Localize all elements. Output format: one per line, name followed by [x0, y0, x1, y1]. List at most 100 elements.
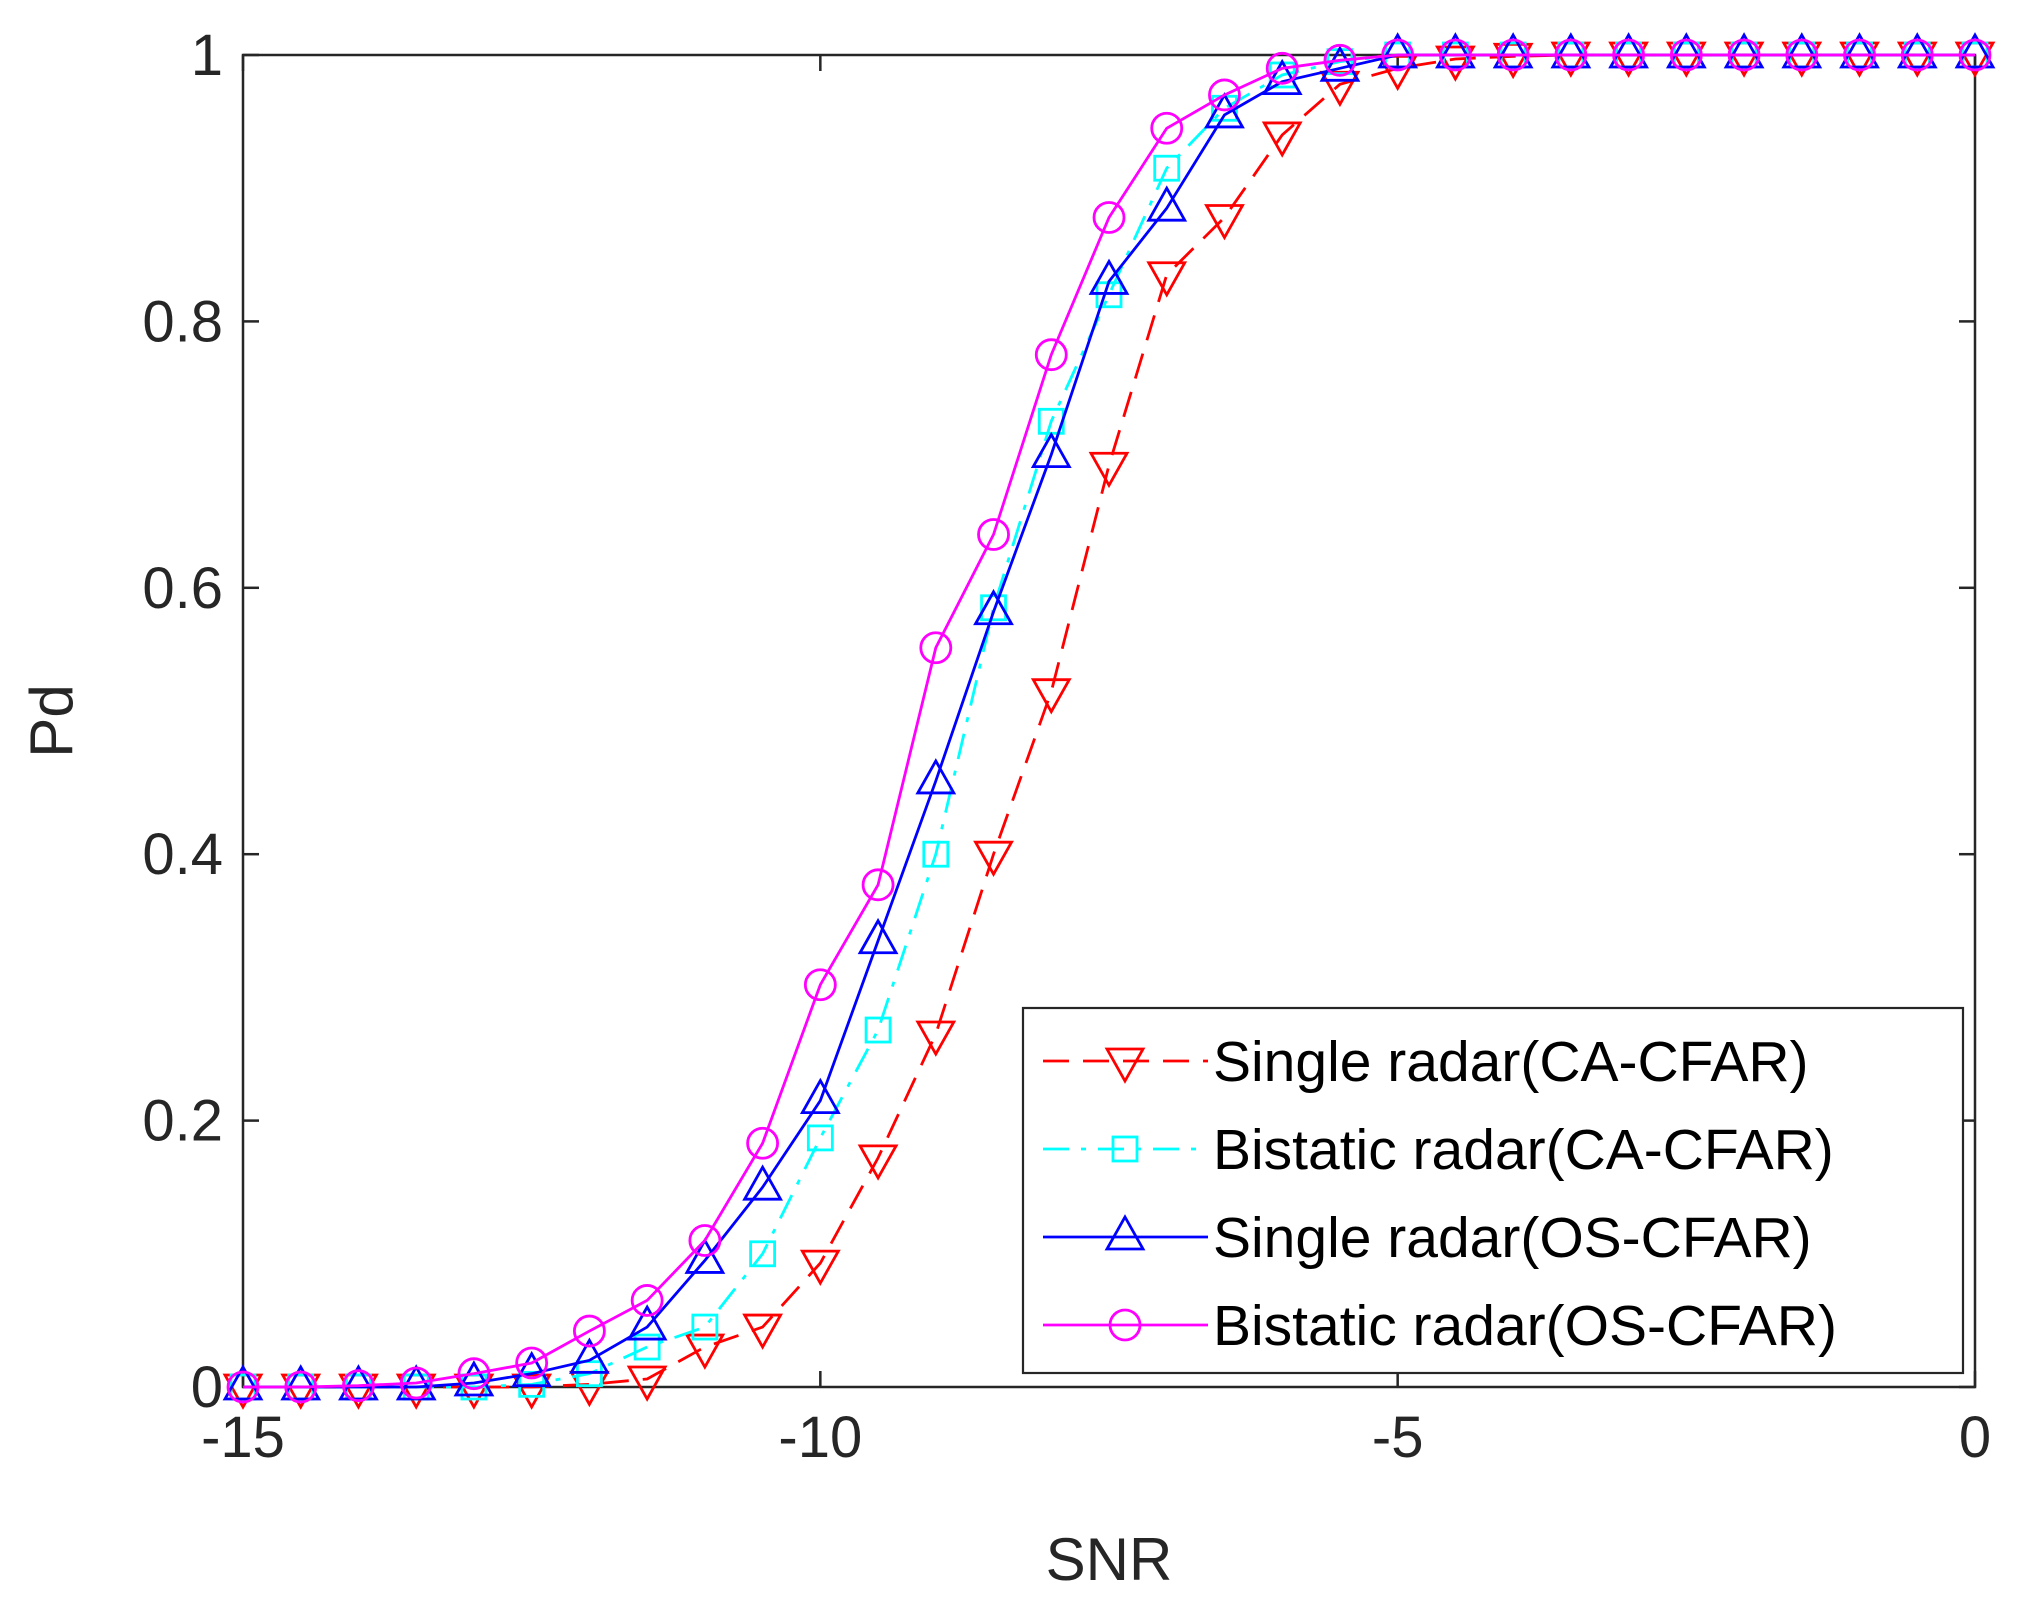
data-point [1092, 201, 1126, 234]
data-point [857, 1144, 899, 1181]
data-point [691, 1313, 719, 1341]
data-point [1377, 32, 1419, 69]
y-tick-label: 0.4 [142, 822, 223, 887]
legend-label: Bistatic radar(OS-CFAR) [1213, 1294, 1837, 1358]
legend-item: Bistatic radar(OS-CFAR) [1043, 1294, 1837, 1358]
data-point [1204, 204, 1245, 241]
data-point [457, 1357, 491, 1391]
data-point [626, 1365, 668, 1402]
data-point [742, 1313, 783, 1350]
data-point [342, 1369, 375, 1403]
y-axis-label: Pd [18, 684, 85, 757]
data-point [1958, 38, 1992, 72]
legend-marker [1104, 1214, 1146, 1251]
data-point [1204, 92, 1245, 129]
x-tick-label: -15 [201, 1405, 285, 1470]
data-point [1550, 32, 1592, 69]
data-point [399, 1366, 433, 1400]
tick-labels: -15 -10 -5 0 0 0.2 0.4 0.6 0.8 1 [142, 23, 1991, 1470]
y-tick-label: 1 [191, 23, 223, 88]
series-layer [222, 32, 1996, 1410]
data-point [1435, 45, 1476, 82]
data-point [280, 1364, 322, 1401]
series-line [243, 53, 1975, 1389]
data-point [915, 758, 957, 795]
data-point [1208, 78, 1241, 112]
data-point [1900, 38, 1934, 72]
legend: Single radar(CA-CFAR) Bistatic radar(CA-C… [1021, 1006, 1965, 1375]
data-point [453, 1360, 495, 1397]
y-tick-label: 0 [191, 1355, 223, 1420]
data-point [1261, 58, 1303, 96]
data-point [1319, 45, 1361, 82]
legend-marker [1111, 1135, 1139, 1163]
data-point [1030, 431, 1072, 469]
data-point [799, 1077, 841, 1115]
data-point [1150, 111, 1184, 145]
data-point [1146, 185, 1188, 222]
y-tick-label: 0.8 [142, 289, 223, 354]
data-point [1088, 258, 1130, 295]
data-point [511, 1350, 553, 1388]
legend-item: Single radar(OS-CFAR) [1043, 1206, 1812, 1270]
data-point [746, 1126, 779, 1160]
data-point [633, 1333, 661, 1361]
data-point [630, 1284, 664, 1317]
data-point [915, 1020, 957, 1057]
data-point [977, 518, 1010, 551]
legend-item: Bistatic radar(CA-CFAR) [1043, 1118, 1834, 1182]
data-point [919, 631, 953, 665]
data-point [1381, 38, 1415, 72]
data-point [1146, 261, 1188, 298]
data-point [226, 1370, 260, 1404]
data-point [922, 840, 950, 868]
data-point [1665, 32, 1707, 69]
x-tick-label: -5 [1372, 1405, 1424, 1470]
data-point [1781, 32, 1823, 69]
data-point [799, 1249, 841, 1286]
data-point [1492, 32, 1534, 69]
data-point [688, 1224, 722, 1257]
data-point [973, 840, 1014, 878]
data-point [1088, 451, 1130, 489]
y-tick-label: 0.6 [142, 556, 223, 621]
data-point [749, 1240, 776, 1268]
data-point [684, 1333, 726, 1370]
legend-label: Single radar(CA-CFAR) [1213, 1030, 1809, 1094]
data-point [864, 1016, 892, 1044]
legend-label: Bistatic radar(CA-CFAR) [1213, 1118, 1834, 1182]
data-point [1030, 678, 1072, 715]
data-point [980, 594, 1007, 622]
data-point [1153, 154, 1181, 182]
data-point [857, 917, 899, 955]
x-tick-label: 0 [1959, 1405, 1991, 1470]
data-point [684, 1237, 726, 1274]
data-point [742, 1164, 783, 1201]
data-point [1496, 38, 1530, 72]
x-axis-label: SNR [1046, 1526, 1173, 1593]
legend-box [1021, 1006, 1965, 1375]
x-tick-label: -10 [778, 1405, 862, 1470]
data-point [222, 1364, 264, 1401]
data-point [1785, 38, 1819, 72]
legend-marker [1108, 1308, 1142, 1342]
legend-item: Single radar(CA-CFAR) [1043, 1030, 1809, 1094]
data-point [284, 1370, 318, 1404]
data-point [1843, 38, 1876, 72]
data-point [1034, 338, 1068, 372]
data-point [1896, 32, 1938, 69]
data-point [626, 1304, 668, 1341]
data-point [1727, 38, 1761, 72]
series-3 [226, 38, 1992, 1404]
data-point [1439, 38, 1472, 72]
data-point [806, 1124, 834, 1152]
data-point [1839, 32, 1880, 69]
data-point [1723, 32, 1765, 69]
data-point [1323, 43, 1357, 77]
data-point [1608, 32, 1649, 69]
legend-label: Single radar(OS-CFAR) [1213, 1206, 1812, 1270]
data-point [803, 968, 837, 1002]
data-point [861, 868, 895, 902]
data-point [569, 1337, 610, 1374]
